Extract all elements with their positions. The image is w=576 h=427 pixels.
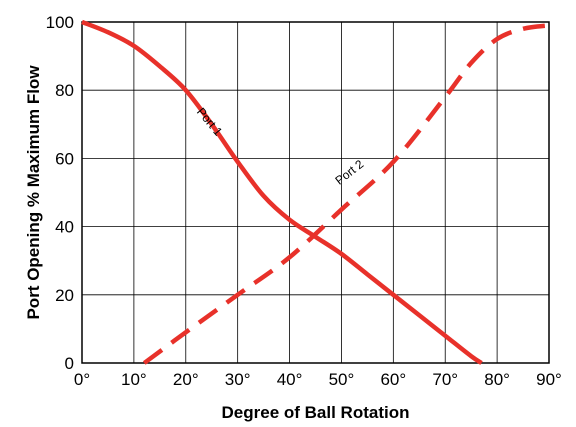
y-tick-label: 60 xyxy=(55,149,74,168)
x-tick-label: 70° xyxy=(432,370,458,389)
y-tick-label: 40 xyxy=(55,218,74,237)
x-tick-label: 10° xyxy=(121,370,147,389)
series-annotation-2: Port 2 xyxy=(332,157,366,188)
grid xyxy=(82,22,549,363)
series-line-1 xyxy=(81,19,483,365)
y-tick-label: 100 xyxy=(46,13,74,32)
x-tick-label: 90° xyxy=(536,370,562,389)
y-tick-label: 80 xyxy=(55,81,74,100)
series-line-2 xyxy=(142,23,550,365)
y-tick-label: 20 xyxy=(55,286,74,305)
series-lines xyxy=(81,19,550,365)
x-axis-title: Degree of Ball Rotation xyxy=(222,403,410,422)
x-tick-label: 50° xyxy=(329,370,355,389)
y-axis-ticks: 0 20 40 60 80 100 xyxy=(46,13,74,373)
x-axis-ticks: 0° 10° 20° 30° 40° 50° 60° 70° 80° 90° xyxy=(74,370,562,389)
x-tick-label: 80° xyxy=(484,370,510,389)
x-tick-label: 0° xyxy=(74,370,90,389)
x-tick-label: 30° xyxy=(225,370,251,389)
x-tick-label: 20° xyxy=(173,370,199,389)
y-axis-title: Port Opening % Maximum Flow xyxy=(24,65,43,320)
x-tick-label: 40° xyxy=(277,370,303,389)
plot-area-frame xyxy=(81,21,550,364)
x-tick-label: 60° xyxy=(380,370,406,389)
y-tick-label: 0 xyxy=(65,354,74,373)
